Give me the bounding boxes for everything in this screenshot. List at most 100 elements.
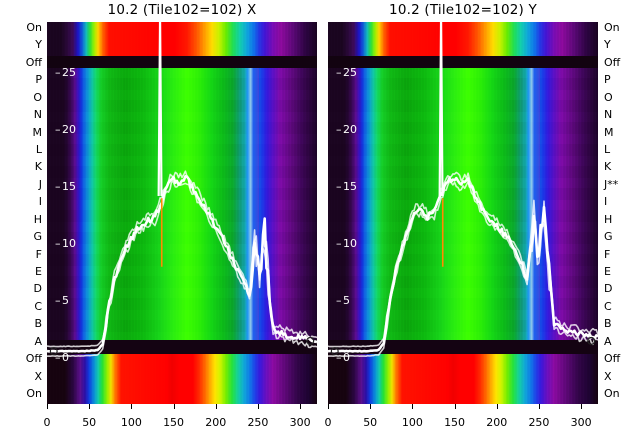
overlay-trace (328, 176, 598, 353)
x-tick-label-50: 50 (82, 416, 97, 429)
heatmap-panel-y[interactable] (328, 22, 598, 404)
category-label-f-13: F (35, 247, 42, 261)
category-axis-left: On Y Off P O N M L K J I H G F E D C B A Off X On (0, 22, 44, 404)
x-tick-label-250: 250 (247, 416, 269, 429)
category-label-l-7: L (35, 143, 42, 156)
category-label-on-0: On (604, 21, 620, 34)
category-label-on-0: On (26, 21, 42, 34)
category-label-p-3: P (604, 73, 611, 87)
origin-marker (49, 347, 58, 356)
x-tick-mark-300 (300, 404, 302, 409)
category-label-x-20: X (604, 369, 612, 383)
y-tick-0: –0 (336, 351, 350, 364)
y-tick-15: –15 (336, 179, 357, 193)
category-label-o-4: O (604, 90, 613, 104)
x-tick-label-150: 150 (163, 416, 185, 429)
x-tick-label-0: 0 (43, 416, 51, 429)
category-axis-right: On Y Off P O N M L K J** I H G F E D C B A Off X On (600, 22, 640, 404)
peak-spike (157, 22, 163, 197)
category-label-y-1: Y (604, 38, 611, 52)
overlay-curve-x (47, 22, 317, 357)
category-label-g-12: G (604, 230, 613, 244)
category-label-x-20: X (34, 369, 42, 383)
panel-title-x: 10.2 (Tile102=102) X (107, 2, 257, 18)
noise-burst-band-x (245, 68, 259, 340)
category-label-c-16: C (34, 299, 42, 313)
category-label-k-8: K (604, 160, 612, 174)
y-tick-5: –5 (55, 293, 69, 307)
category-label-d-15: D (604, 282, 613, 296)
x-tick-mark-200 (215, 404, 217, 409)
category-label-h-11: H (604, 212, 613, 226)
category-label-n-5: N (33, 108, 42, 122)
tail-marker (587, 336, 596, 345)
core-col-texture-x (47, 68, 317, 340)
y-tick-0: –0 (55, 351, 69, 364)
x-tick-label-200: 200 (205, 416, 227, 429)
top-strip-texture-x (47, 22, 317, 56)
gap-band-lower-y (328, 340, 598, 354)
overlay-trace (47, 175, 317, 353)
category-label-off-2: Off (604, 55, 621, 69)
top-spectrum-strip-y (328, 22, 598, 56)
category-label-p-3: P (35, 73, 42, 87)
category-label-b-17: B (604, 317, 612, 331)
x-tick-mark-0 (47, 404, 48, 409)
overlay-trace (47, 170, 317, 348)
category-label-jstarstar-9: J** (604, 177, 619, 191)
x-tick-label-300: 300 (289, 416, 311, 429)
category-label-j-9: J (38, 177, 42, 191)
y-tick-10: –10 (55, 236, 76, 250)
category-label-a-18: A (604, 334, 612, 348)
gap-band-lower-x (47, 340, 317, 354)
category-label-e-14: E (604, 265, 611, 278)
category-label-o-4: O (33, 90, 42, 104)
gap-band-upper-y (328, 56, 598, 68)
core-heatmap-x (47, 68, 317, 340)
peak-spike (438, 22, 444, 197)
category-label-m-6: M (604, 125, 614, 139)
category-label-n-5: N (604, 108, 613, 122)
top-strip-texture-y (328, 22, 598, 56)
core-row-texture-y (328, 68, 598, 340)
x-tick-mark-300 (581, 404, 583, 409)
bottom-spectrum-strip-y (328, 354, 598, 404)
x-tick-mark-0 (328, 404, 329, 409)
y-tick-25: –25 (55, 65, 76, 79)
tail-marker (306, 336, 315, 345)
category-label-l-7: L (604, 143, 611, 156)
x-axis-left: 0 50 100 150 200 250 300 (43, 404, 317, 438)
y-tick-20: –20 (55, 122, 76, 136)
category-label-off-19: Off (25, 352, 42, 366)
x-tick-mark-100 (412, 404, 414, 409)
category-label-off-19: Off (604, 352, 621, 366)
y-tick-10: –10 (336, 236, 357, 250)
y-tick-25: –25 (336, 65, 357, 79)
category-label-h-11: H (33, 212, 42, 226)
bottom-spectrum-strip-x (47, 354, 317, 404)
category-label-e-14: E (35, 265, 42, 278)
x-tick-mark-50 (370, 404, 372, 409)
x-tick-mark-100 (131, 404, 133, 409)
x-tick-label-100: 100 (401, 416, 423, 429)
category-label-c-16: C (604, 299, 612, 313)
bottom-strip-texture-y (328, 354, 598, 404)
x-tick-label-0: 0 (324, 416, 332, 429)
overlay-trace (328, 180, 598, 357)
overlay-curve-y (328, 22, 598, 357)
x-tick-mark-50 (89, 404, 91, 409)
x-tick-mark-150 (454, 404, 456, 409)
top-spectrum-strip-x (47, 22, 317, 56)
y-tick-20: –20 (336, 122, 357, 136)
panel-title-y: 10.2 (Tile102=102) Y (389, 2, 537, 18)
category-label-on-21: On (26, 387, 42, 400)
category-label-m-6: M (32, 125, 43, 139)
category-label-k-8: K (34, 160, 42, 174)
category-label-d-15: D (33, 282, 42, 296)
category-label-on-21: On (604, 387, 620, 400)
heatmap-panel-x[interactable] (47, 22, 317, 404)
origin-marker (330, 347, 339, 356)
x-tick-label-100: 100 (120, 416, 142, 429)
x-tick-label-250: 250 (528, 416, 550, 429)
